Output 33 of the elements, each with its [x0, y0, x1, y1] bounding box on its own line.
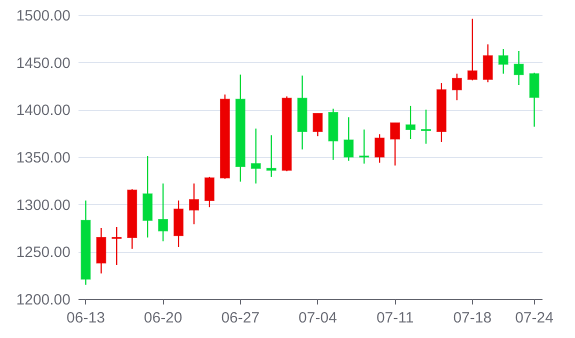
candlestick — [374, 134, 385, 164]
candlestick — [266, 134, 276, 178]
y-tick-label: 1300.00 — [16, 196, 70, 214]
candlestick — [250, 128, 261, 184]
x-tick-label: 06-27 — [221, 310, 260, 326]
candlestick — [158, 182, 168, 242]
candlestick — [312, 112, 323, 137]
x-tick-label: 06-20 — [144, 310, 182, 326]
x-tick-label: 07-24 — [515, 310, 554, 326]
candlestick — [189, 182, 199, 225]
candlestick — [390, 122, 400, 166]
candlestick — [452, 73, 462, 101]
x-tick-label: 07-18 — [453, 310, 492, 326]
candlestick — [344, 116, 354, 162]
candlestick — [406, 105, 416, 140]
candlestick — [112, 226, 122, 266]
y-tick-label: 1250.00 — [16, 244, 70, 262]
candlestick — [421, 109, 431, 144]
y-tick-label: 1400.00 — [16, 102, 70, 120]
y-tick-label: 1450.00 — [16, 54, 70, 72]
candlestick — [498, 48, 508, 74]
x-tick-label: 07-11 — [376, 310, 414, 326]
candlestick — [359, 128, 370, 164]
y-tick-label: 1500.00 — [16, 8, 70, 24]
candlestick — [204, 176, 214, 208]
candlestick — [514, 50, 524, 86]
x-tick-label: 06-13 — [66, 310, 105, 326]
x-tick-label: 07-04 — [298, 310, 337, 326]
y-tick-label: 1200.00 — [16, 292, 70, 308]
candlestick — [529, 72, 540, 128]
candlestick — [482, 44, 493, 83]
candlestick — [467, 18, 478, 81]
y-tick-label: 1350.00 — [16, 150, 70, 166]
